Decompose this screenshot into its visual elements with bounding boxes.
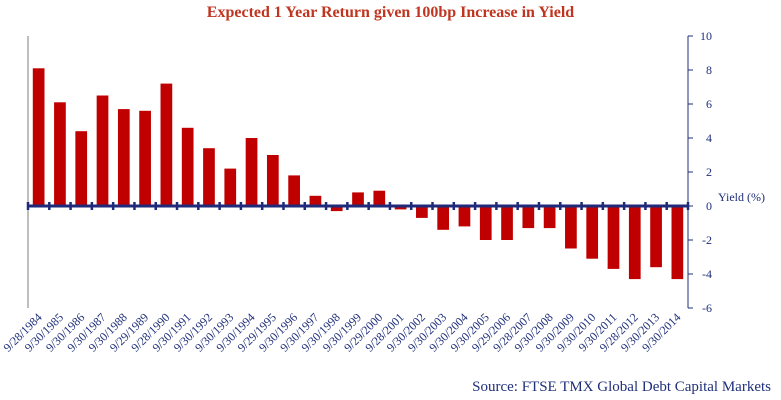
y-axis-title: Yield (%) (718, 190, 765, 204)
y-tick-label: -2 (702, 233, 712, 247)
bar-9/30/1994 (245, 138, 258, 206)
bar-9/30/1987 (96, 95, 109, 206)
bar-9/30/1999 (352, 192, 364, 206)
y-tick-label: -4 (702, 267, 712, 281)
bar-9/30/2005 (479, 206, 492, 240)
y-tick-label: 10 (700, 29, 712, 43)
bar-9/30/2010 (586, 206, 599, 259)
y-tick-label: 8 (706, 63, 712, 77)
bar-9/30/1997 (309, 195, 322, 206)
bar-9/30/1991 (181, 127, 194, 206)
bar-9/28/2007 (522, 206, 535, 229)
bar-9/28/2012 (628, 206, 641, 280)
y-tick-label: 2 (706, 165, 712, 179)
bar-9/29/1995 (266, 155, 279, 206)
bar-9/30/1986 (75, 131, 88, 206)
bar-9/30/1992 (203, 148, 215, 206)
bar-9/30/2013 (650, 206, 662, 268)
bar-9/28/2001 (394, 206, 407, 210)
bar-9/30/2009 (565, 206, 577, 249)
chart-title: Expected 1 Year Return given 100bp Incre… (206, 4, 575, 21)
y-tick-label: 6 (706, 97, 712, 111)
y-tick-label: 4 (706, 131, 712, 145)
chart-source: Source: FTSE TMX Global Debt Capital Mar… (472, 379, 771, 395)
bar-9/30/1996 (288, 175, 300, 206)
bar-9/29/2000 (373, 190, 386, 206)
y-tick-label: 0 (706, 199, 712, 213)
bar-9/28/1984 (32, 68, 45, 206)
bar-9/29/1989 (139, 110, 151, 206)
bar-9/30/2004 (458, 206, 471, 227)
bar-9/30/1988 (117, 109, 130, 206)
bar-9/30/2011 (607, 206, 620, 269)
bar-9/30/1993 (224, 168, 237, 206)
bar-9/30/1998 (330, 206, 343, 212)
bar-9/30/2002 (416, 206, 428, 218)
bar-9/30/1985 (54, 102, 66, 206)
bar-9/29/2006 (501, 206, 513, 240)
y-tick-label: -6 (702, 301, 712, 315)
bar-9/30/2003 (437, 206, 450, 230)
bar-9/28/1990 (160, 83, 173, 206)
bar-9/30/2014 (671, 206, 684, 280)
bar-9/30/2008 (543, 206, 556, 229)
